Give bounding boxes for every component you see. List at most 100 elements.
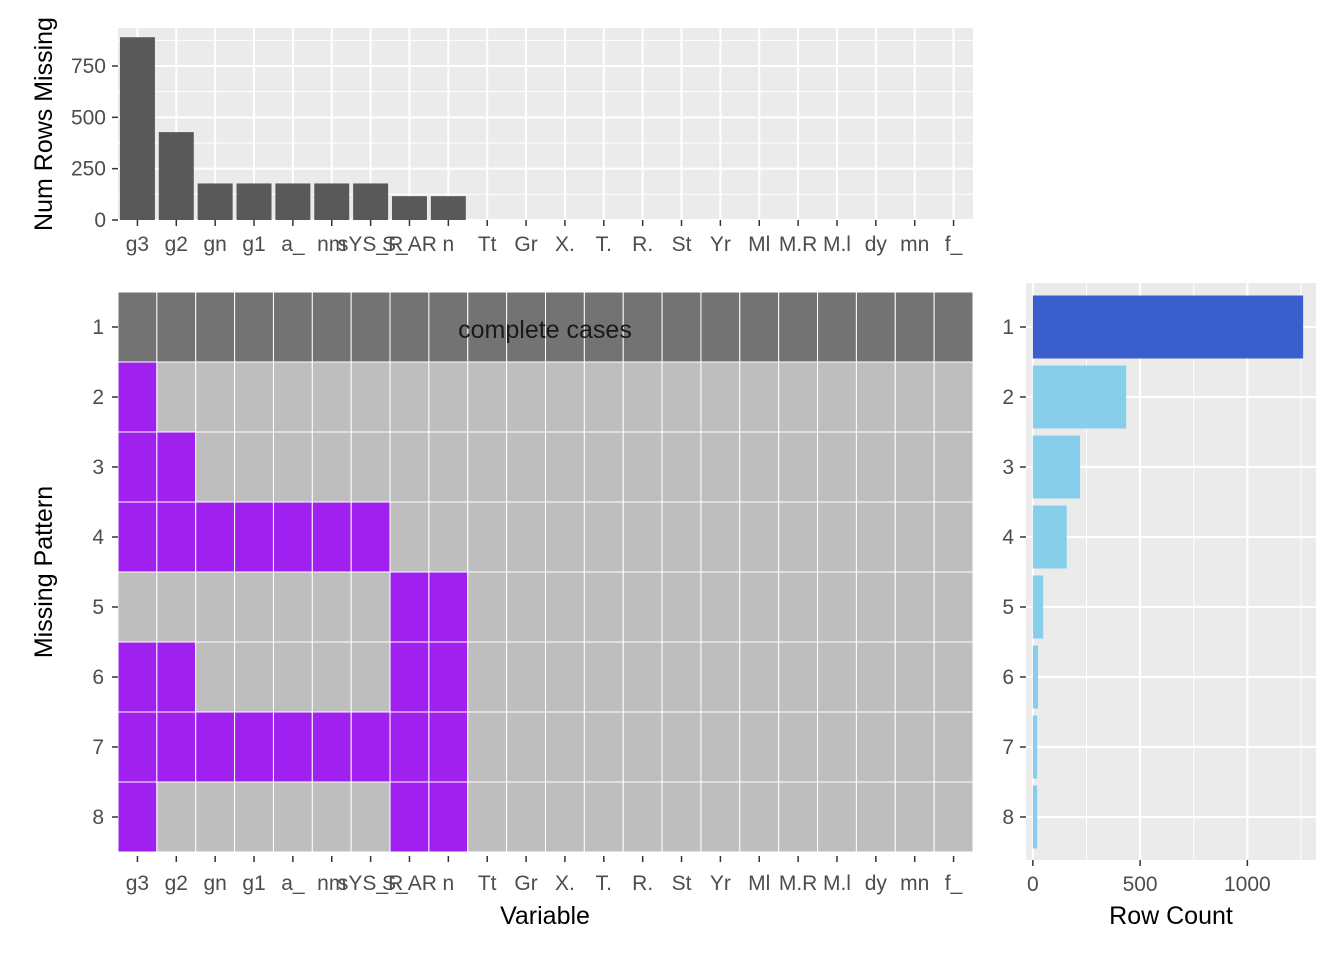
top-x-tick-label: M.R	[779, 233, 818, 256]
pattern-tile-3-g3	[117, 431, 158, 503]
pattern-tile-3-nm	[311, 431, 352, 503]
pattern-tile-7-sYS_R	[350, 711, 391, 783]
top-x-tick-label: X.	[555, 233, 575, 256]
pattern-tile-2-n	[428, 361, 469, 433]
pattern-tile-7-n	[428, 711, 469, 783]
pattern-tile-1-gn	[195, 291, 236, 363]
right-y-tick-label: 3	[1002, 456, 1014, 479]
pattern-tile-5-g2	[156, 571, 197, 643]
missing-count-bar-g1	[236, 183, 272, 220]
pattern-tile-2-Ml	[739, 361, 780, 433]
pattern-tile-3-Tt	[467, 431, 508, 503]
pattern-tile-3-n	[428, 431, 469, 503]
pattern-tile-5-a_	[272, 571, 313, 643]
pattern-tile-3-g2	[156, 431, 197, 503]
pattern-tile-7-g2	[156, 711, 197, 783]
pattern-tile-3-St	[661, 431, 702, 503]
pattern-tile-6-n	[428, 641, 469, 713]
pattern-y-tick-label: 6	[92, 666, 104, 689]
pattern-tile-5-T.	[583, 571, 624, 643]
pattern-tile-6-X.	[545, 641, 585, 713]
pattern-tile-5-R.	[622, 571, 663, 643]
top-x-tick-label: Ml	[748, 233, 770, 256]
top-x-tick-label: f_	[945, 233, 963, 256]
pattern-tile-8-dy	[855, 781, 896, 853]
pattern-tile-1-Yr	[700, 291, 741, 363]
pattern-tile-2-g3	[117, 361, 158, 433]
missing-count-bar-nm	[314, 183, 350, 220]
pattern-tile-4-mn	[894, 501, 935, 573]
pattern-tile-6-Yr	[700, 641, 741, 713]
pattern-tile-1-mn	[894, 291, 935, 363]
top-x-tick-label: R.	[632, 233, 653, 256]
pattern-tile-5-Ml	[739, 571, 780, 643]
pattern-x-tick-label: X.	[555, 872, 575, 895]
pattern-x-tick-label: Ml	[748, 872, 770, 895]
pattern-tile-7-M.R	[778, 711, 819, 783]
pattern-tile-4-g3	[117, 501, 158, 573]
pattern-tile-4-Ml	[739, 501, 780, 573]
pattern-tile-5-g3	[117, 571, 158, 643]
pattern-x-axis-title: Variable	[500, 902, 590, 930]
pattern-x-tick-label: n	[442, 872, 454, 895]
pattern-tile-3-M.l	[817, 431, 857, 503]
top-y-tick-label: 0	[94, 209, 106, 232]
pattern-tile-5-Tt	[467, 571, 508, 643]
pattern-tile-4-a_	[272, 501, 313, 573]
top-x-tick-label: sYS_R	[338, 233, 403, 256]
pattern-tile-6-M.l	[817, 641, 857, 713]
pattern-tile-7-R.	[622, 711, 663, 783]
pattern-tile-1-sYS_R	[350, 291, 391, 363]
row-count-bar-3	[1032, 435, 1081, 499]
missing-count-bar-gn	[197, 183, 233, 220]
pattern-x-tick-label: gn	[203, 872, 226, 895]
pattern-tile-1-St	[661, 291, 702, 363]
pattern-tile-8-nm	[311, 781, 352, 853]
pattern-tile-4-g2	[156, 501, 197, 573]
pattern-tile-6-S_AR	[389, 641, 430, 713]
row-count-bar-4	[1032, 505, 1067, 569]
missing-count-bar-sYS_R	[353, 183, 389, 220]
pattern-tile-1-a_	[272, 291, 313, 363]
top-x-tick-label: Gr	[514, 233, 537, 256]
row-count-bar-8	[1032, 785, 1038, 849]
pattern-x-tick-label: sYS_R	[338, 872, 403, 895]
pattern-tile-2-a_	[272, 361, 313, 433]
missing-count-bar-S_AR	[391, 196, 427, 220]
pattern-x-tick-label: M.l	[823, 872, 851, 895]
pattern-tile-3-M.R	[778, 431, 819, 503]
pattern-tile-6-R.	[622, 641, 663, 713]
pattern-tile-8-g3	[117, 781, 158, 853]
pattern-tile-7-gn	[195, 711, 236, 783]
top-x-tick-label: S_AR	[382, 233, 437, 256]
pattern-tile-8-gn	[195, 781, 236, 853]
pattern-tile-2-X.	[545, 361, 585, 433]
pattern-tile-6-f_	[933, 641, 974, 713]
pattern-tile-7-T.	[583, 711, 624, 783]
pattern-x-tick-label: M.R	[779, 872, 818, 895]
pattern-tile-4-St	[661, 501, 702, 573]
pattern-tile-8-f_	[933, 781, 974, 853]
pattern-tile-7-a_	[272, 711, 313, 783]
pattern-tile-6-Gr	[506, 641, 546, 713]
pattern-tile-6-gn	[195, 641, 236, 713]
top-y-axis-title: Num Rows Missing	[30, 17, 58, 231]
pattern-tile-4-S_AR	[389, 501, 430, 573]
right-y-tick-label: 2	[1002, 386, 1014, 409]
pattern-y-tick-label: 7	[92, 736, 104, 759]
top-x-tick-label: g2	[165, 233, 188, 256]
pattern-tile-8-St	[661, 781, 702, 853]
pattern-y-tick-label: 8	[92, 806, 104, 829]
top-y-tick-label: 750	[71, 55, 106, 78]
pattern-tile-3-Gr	[506, 431, 546, 503]
pattern-tile-8-Ml	[739, 781, 780, 853]
pattern-tile-5-X.	[545, 571, 585, 643]
pattern-tile-6-mn	[894, 641, 935, 713]
right-y-tick-label: 7	[1002, 736, 1014, 759]
pattern-tile-5-nm	[311, 571, 352, 643]
pattern-tile-1-g3	[117, 291, 158, 363]
pattern-y-ticks: 1 2 3 4 5 6 7 8	[92, 316, 118, 829]
pattern-tile-2-Yr	[700, 361, 741, 433]
